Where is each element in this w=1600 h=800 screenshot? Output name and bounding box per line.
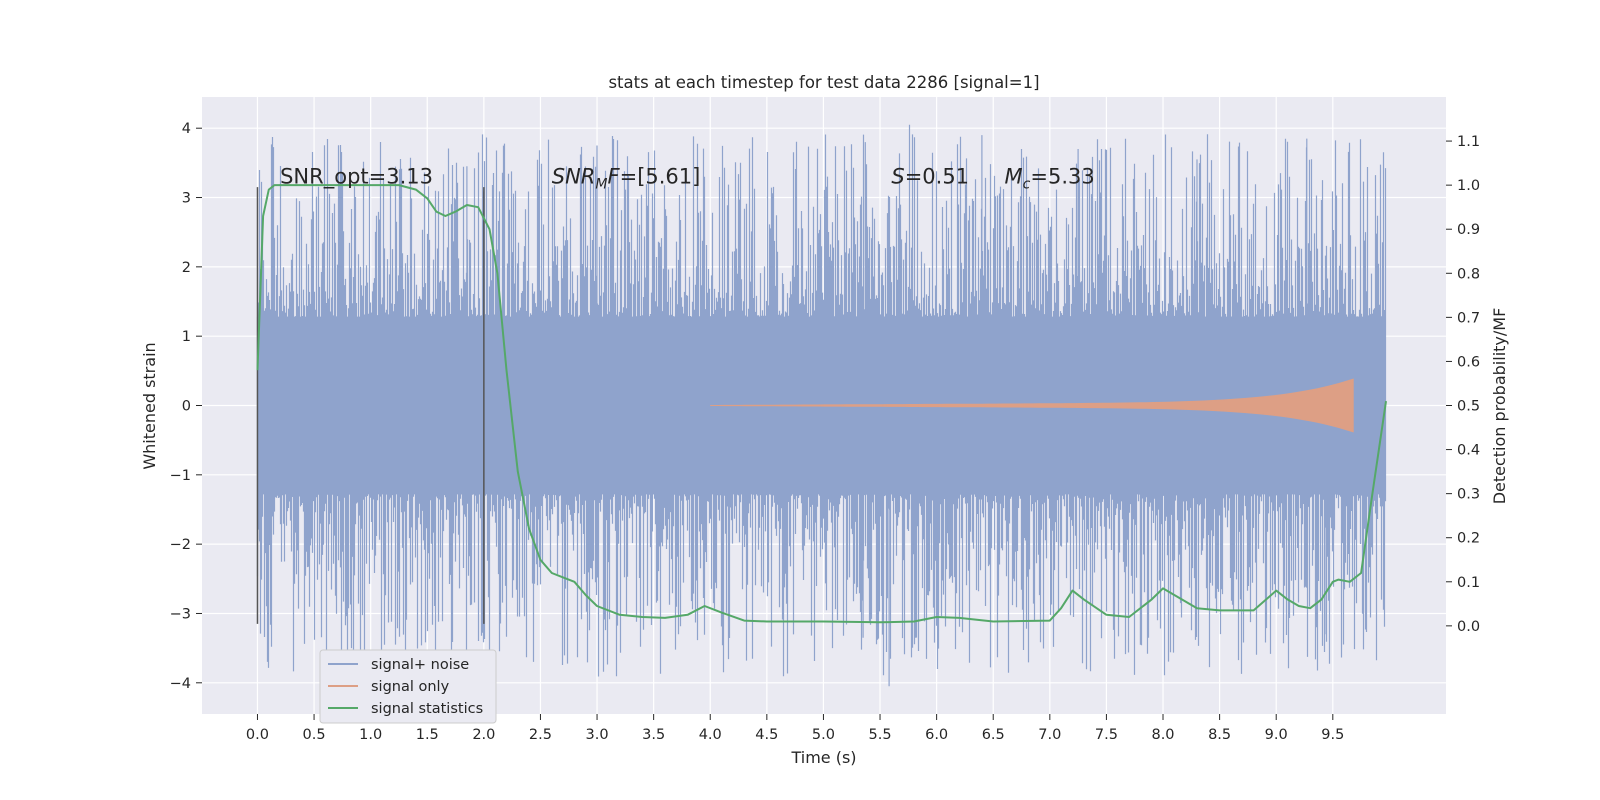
x-tick-label-2: 1.0 xyxy=(359,727,382,743)
annotations: SNR_opt=3.13 SNRMF=[5.61] S=0.51 Mc=5.33 xyxy=(280,165,1095,193)
x-tick-label-7: 3.5 xyxy=(642,727,665,743)
right-y-tick-label-5: 0.5 xyxy=(1457,399,1480,415)
signal-statistics-series xyxy=(256,184,1387,624)
left-y-tick-label-6: 2 xyxy=(182,260,191,276)
legend-label-signal-noise: signal+ noise xyxy=(371,657,469,673)
left-y-tick-label-3: −1 xyxy=(170,468,191,484)
legend-frame xyxy=(319,649,497,724)
left-y-axis-label: Whitened strain xyxy=(140,342,159,469)
right-y-tick-label-0: 0.0 xyxy=(1457,619,1480,635)
x-tick-label-16: 8.0 xyxy=(1151,727,1174,743)
annotation-2: S=0.51 xyxy=(891,165,969,189)
x-tick-label-17: 8.5 xyxy=(1208,727,1231,743)
chirp-envelope xyxy=(710,378,1354,433)
left-y-tick-label-0: −4 xyxy=(170,676,191,692)
legend-label-signal-statistics: signal statistics xyxy=(371,701,483,717)
annotation-3: Mc=5.33 xyxy=(1005,165,1095,193)
legend: signal+ noise signal only signal statist… xyxy=(319,649,497,724)
left-y-tick-label-4: 0 xyxy=(182,399,191,415)
right-y-axis-label: Detection probability/MF xyxy=(1490,308,1509,505)
x-tick-label-18: 9.0 xyxy=(1265,727,1288,743)
x-axis-ticks: 0.0 0.5 1.0 1.5 2.0 2.5 3.0 3.5 4.0 4.5 5.0 5.5 6.0 6… xyxy=(246,714,1344,743)
signal-only-series xyxy=(710,378,1354,433)
chart-title: stats at each timestep for test data 228… xyxy=(608,73,1039,92)
x-tick-label-12: 6.0 xyxy=(925,727,948,743)
left-y-axis-ticks: −4 −3 −2 −1 0 1 2 3 4 xyxy=(170,121,202,692)
window-markers xyxy=(256,187,485,624)
right-y-axis-ticks: 0.0 0.1 0.2 0.3 0.4 0.5 0.6 0.7 0.8 0.9 1.0 1.1 xyxy=(1446,134,1480,635)
x-tick-label-10: 5.0 xyxy=(812,727,835,743)
x-tick-label-13: 6.5 xyxy=(982,727,1005,743)
x-tick-label-19: 9.5 xyxy=(1321,727,1344,743)
x-tick-label-0: 0.0 xyxy=(246,727,269,743)
right-y-tick-label-4: 0.4 xyxy=(1457,443,1480,459)
left-y-tick-label-8: 4 xyxy=(182,121,191,137)
right-y-tick-label-10: 1.0 xyxy=(1457,178,1480,194)
signal-statistics-line xyxy=(256,184,1387,624)
right-y-tick-label-2: 0.2 xyxy=(1457,531,1480,547)
x-tick-label-6: 3.0 xyxy=(586,727,609,743)
left-y-tick-label-7: 3 xyxy=(182,191,191,207)
right-y-tick-label-11: 1.1 xyxy=(1457,134,1480,150)
right-y-tick-label-6: 0.6 xyxy=(1457,354,1480,370)
legend-label-signal-only: signal only xyxy=(371,679,450,695)
right-y-tick-label-9: 0.9 xyxy=(1457,222,1480,238)
left-y-tick-label-1: −3 xyxy=(170,606,191,622)
x-tick-label-9: 4.5 xyxy=(755,727,778,743)
x-tick-label-8: 4.0 xyxy=(699,727,722,743)
annotation-1: SNRMF=[5.61] xyxy=(552,165,701,193)
left-y-tick-label-5: 1 xyxy=(182,329,191,345)
right-y-tick-label-8: 0.8 xyxy=(1457,266,1480,282)
x-tick-label-15: 7.5 xyxy=(1095,727,1118,743)
right-y-tick-label-7: 0.7 xyxy=(1457,310,1480,326)
x-tick-label-5: 2.5 xyxy=(529,727,552,743)
x-tick-label-3: 1.5 xyxy=(416,727,439,743)
x-tick-label-4: 2.0 xyxy=(472,727,495,743)
x-tick-label-1: 0.5 xyxy=(303,727,326,743)
x-tick-label-11: 5.5 xyxy=(868,727,891,743)
x-axis-label: Time (s) xyxy=(790,748,856,767)
right-y-tick-label-1: 0.1 xyxy=(1457,575,1480,591)
left-y-tick-label-2: −2 xyxy=(170,537,191,553)
x-tick-label-14: 7.0 xyxy=(1038,727,1061,743)
annotation-0: SNR_opt=3.13 xyxy=(280,165,433,190)
right-y-tick-label-3: 0.3 xyxy=(1457,487,1480,503)
